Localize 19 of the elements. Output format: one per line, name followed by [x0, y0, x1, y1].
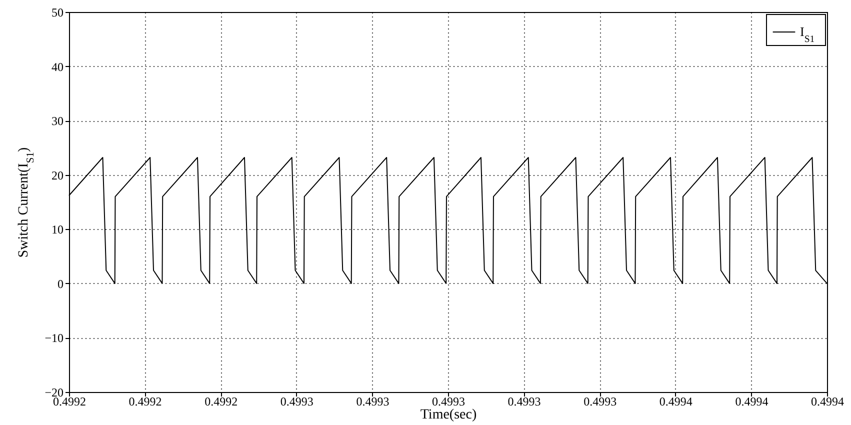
x-tick-label: 0.4993 [280, 394, 314, 408]
x-tick-label: 0.4993 [508, 394, 541, 408]
y-tick-label: 50 [52, 6, 64, 20]
x-tick-label: 0.4994 [811, 394, 844, 408]
y-tick-label: 40 [52, 60, 64, 74]
y-tick-label: −10 [44, 331, 64, 346]
x-tick-label: 0.4994 [659, 394, 692, 408]
x-tick-label: 0.4993 [432, 394, 465, 408]
x-axis-title: Time(sec) [420, 408, 477, 422]
x-tick-label: 0.4992 [128, 394, 162, 408]
x-tick-label: 0.4993 [584, 394, 617, 408]
y-tick-label: 0 [58, 276, 64, 291]
x-tick-label: 0.4992 [204, 394, 238, 408]
legend-label: I$_{S1}$ [800, 24, 815, 44]
y-tick-label: 20 [52, 168, 64, 182]
y-tick-label: 10 [52, 222, 64, 237]
y-tick-label: 30 [52, 114, 64, 128]
x-tick-label: 0.4993 [356, 394, 390, 408]
x-tick-label: 0.4994 [735, 394, 768, 408]
